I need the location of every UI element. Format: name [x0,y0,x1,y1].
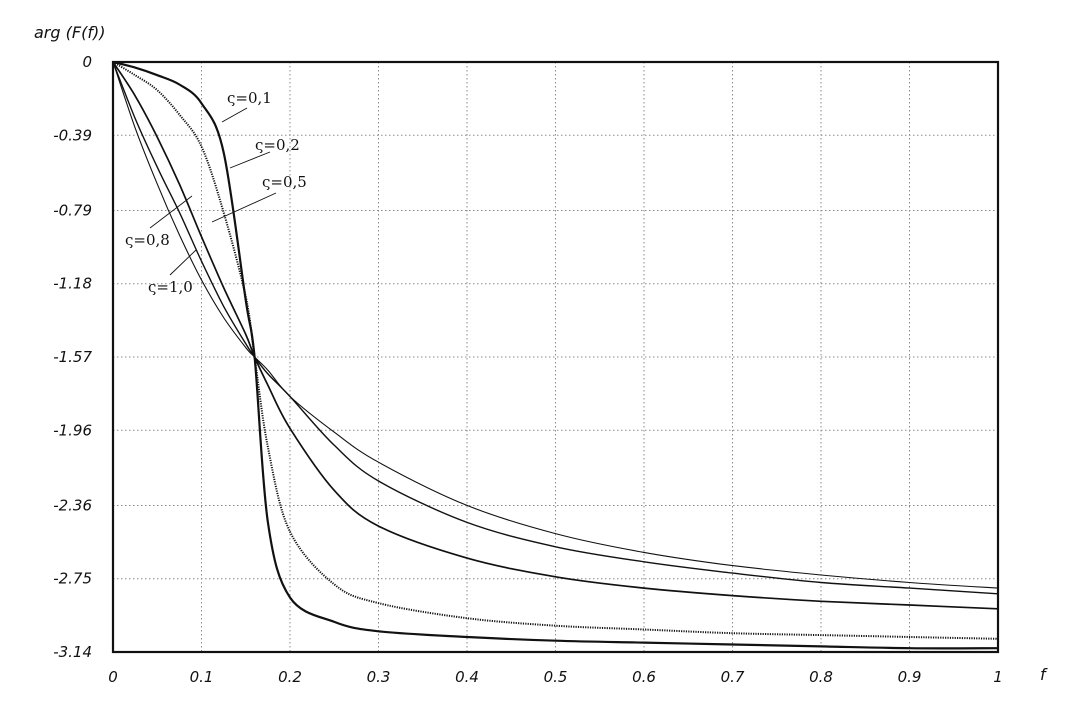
x-tick-label: 0 [108,668,118,686]
series-line [112,61,999,640]
series-line [112,61,999,595]
curves [112,60,999,650]
label-leader-line [169,249,197,276]
x-tick-label: 0.6 [632,668,656,686]
x-tick-label: 0.1 [190,668,214,686]
series-label: ς=0,1 [227,89,272,107]
y-tick-label: -2.75 [53,570,92,588]
x-tick-label: 0.2 [278,668,302,686]
series-label: ς=0,5 [262,173,307,191]
series-label: ς=0,8 [125,231,170,249]
series-line [112,61,999,589]
y-tick-label: 0 [82,53,92,71]
x-tick-label: 0.9 [898,668,922,686]
x-tick-label: 0.8 [809,668,833,686]
y-tick-label: -1.96 [53,421,92,439]
y-tick-label: -0.39 [53,126,92,144]
y-tick-label: -0.79 [53,201,92,219]
label-leader-line [149,195,193,229]
y-tick-labels: 0 -0.39 -0.79 -1.18 -1.57 -1.96 -2.36 -2.75 -3.1… [53,53,92,661]
y-tick-label: -2.36 [53,496,92,514]
x-tick-labels: 0 0.1 0.2 0.3 0.4 0.5 0.6 0.7 0.8 0.9 1 [108,668,1003,686]
x-tick-label: 0.4 [455,668,479,686]
x-tick-label: 0.3 [367,668,391,686]
x-tick-label: 0.7 [721,668,745,686]
x-tick-label: 1 [993,668,1003,686]
plot-frame [111,60,1000,654]
y-axis-title: arg (F(f)) [34,23,105,42]
curve-labels: ς=0,1 ς=0,2 ς=0,5 ς=0,8 ς=1,0 [125,89,307,296]
label-leaders [149,107,277,276]
y-tick-label: -1.57 [53,348,92,366]
y-tick-label: -1.18 [53,275,92,293]
x-tick-label: 0.5 [544,668,568,686]
series-line [112,60,999,650]
x-axis-title: f [1040,665,1048,684]
grid [113,62,998,652]
series-line [112,61,999,610]
label-leader-line [211,192,277,223]
label-leader-line [221,107,248,123]
y-tick-label: -3.14 [53,643,92,661]
series-label: ς=1,0 [148,278,193,296]
label-leader-line [229,151,271,169]
series-label: ς=0,2 [255,136,300,154]
